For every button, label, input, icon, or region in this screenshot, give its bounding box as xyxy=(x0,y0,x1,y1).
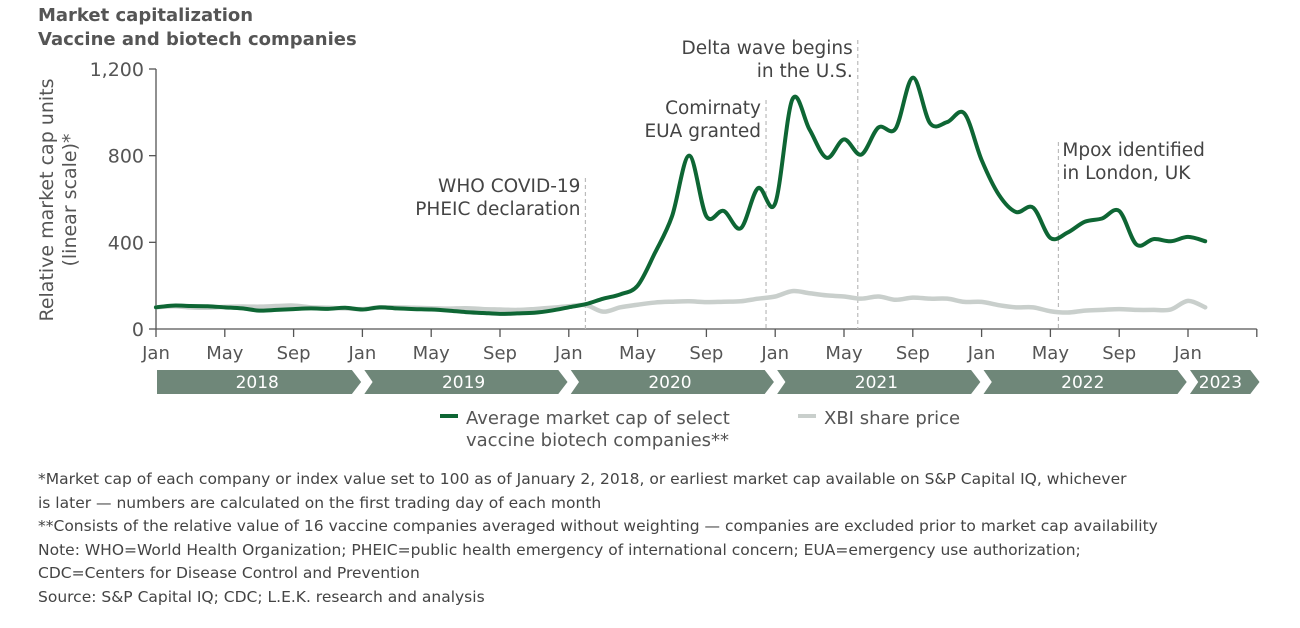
x-tick-label: Jan xyxy=(554,343,583,364)
legend-item-xbi: XBI share price xyxy=(798,408,960,430)
footnote: is later — numbers are calculated on the… xyxy=(38,493,602,512)
annotation-text: PHEIC declaration xyxy=(415,199,580,220)
annotation-text: in London, UK xyxy=(1062,163,1191,184)
series-line-vaccine xyxy=(154,75,1208,316)
footnote: Source: S&P Capital IQ; CDC; L.E.K. rese… xyxy=(38,587,485,606)
year-label: 2022 xyxy=(1061,373,1104,393)
legend-swatch-gray xyxy=(798,414,816,418)
y-tick-label: 1,200 xyxy=(90,59,144,81)
year-band-2019 xyxy=(360,368,571,396)
legend-label: Average market cap of select xyxy=(466,408,730,429)
year-label: 2020 xyxy=(648,373,691,393)
title: Market capitalization xyxy=(38,5,254,26)
x-tick-label: Sep xyxy=(277,343,311,364)
year-band-2022 xyxy=(979,368,1190,396)
chart-title: Market capitalization Vaccine and biotec… xyxy=(38,4,357,52)
x-tick-label: May xyxy=(1032,343,1070,364)
footnote: **Consists of the relative value of 16 v… xyxy=(38,517,1158,535)
x-tick-label: Jan xyxy=(760,343,789,364)
y-tick-label: 800 xyxy=(108,146,144,168)
x-tick-label: Jan xyxy=(1173,343,1202,364)
annotation-text: EUA granted xyxy=(644,121,761,142)
annotation-text: WHO COVID-19 xyxy=(438,176,580,197)
y-tick-label: 400 xyxy=(108,232,144,254)
x-tick-label: Sep xyxy=(896,343,930,364)
y-axis-label-2: (linear scale)* xyxy=(59,133,81,266)
x-tick-label: May xyxy=(825,343,863,364)
footnote: Note: WHO=World Health Organization; PHE… xyxy=(38,540,1081,559)
subtitle: Vaccine and biotech companies xyxy=(38,29,357,50)
y-tick-label: 0 xyxy=(132,319,144,341)
annotation-text: in the U.S. xyxy=(757,61,853,82)
x-tick-label: Sep xyxy=(689,343,723,364)
year-label: 2023 xyxy=(1199,373,1242,393)
legend-swatch-green xyxy=(440,414,458,418)
footnote: *Market cap of each company or index val… xyxy=(38,470,1127,488)
year-label: 2018 xyxy=(236,373,279,393)
annotation-text: Mpox identified xyxy=(1062,140,1204,161)
year-band-2018 xyxy=(155,368,364,396)
legend-label-cont: vaccine biotech companies** xyxy=(466,430,730,451)
year-label: 2021 xyxy=(855,373,898,393)
y-axis-label: Relative market cap units xyxy=(36,78,58,321)
x-tick-label: Sep xyxy=(483,343,517,364)
legend-label: XBI share price xyxy=(824,408,961,429)
chart: 0 400 800 1,200 Relative market cap units (li… xyxy=(36,38,1263,396)
x-tick-label: Jan xyxy=(967,343,996,364)
x-tick-label: May xyxy=(619,343,657,364)
legend-item-vaccine: Average market cap of select vaccine bio… xyxy=(440,408,730,452)
footnotes: *Market cap of each company or index val… xyxy=(38,468,1288,609)
x-tick-label: Sep xyxy=(1102,343,1136,364)
annotation-text: Delta wave begins xyxy=(681,38,852,59)
year-label: 2019 xyxy=(442,373,485,393)
x-tick-label: May xyxy=(206,343,244,364)
year-band-2021 xyxy=(773,368,983,396)
x-tick-label: Jan xyxy=(141,343,170,364)
footnote: CDC=Centers for Disease Control and Prev… xyxy=(38,564,420,582)
x-tick-label: Jan xyxy=(348,343,377,364)
year-band-2020 xyxy=(566,368,777,396)
year-band-2023 xyxy=(1186,368,1263,396)
annotation-text: Comirnaty xyxy=(665,98,761,119)
x-tick-label: May xyxy=(413,343,451,364)
